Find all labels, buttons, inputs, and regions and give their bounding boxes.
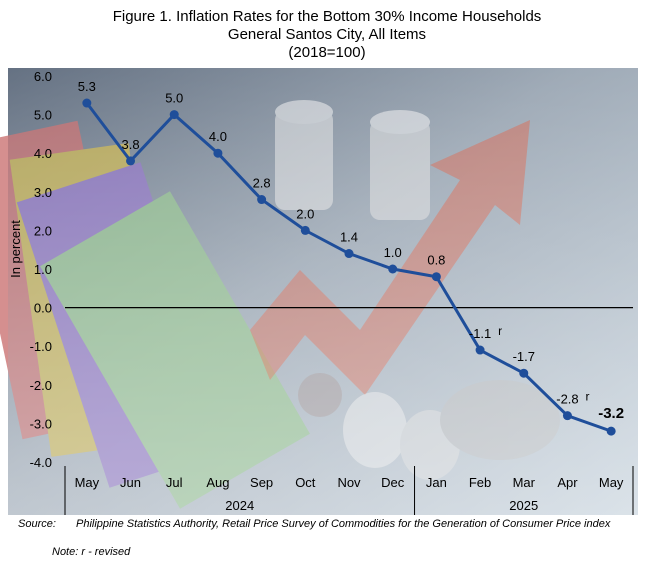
- y-tick-label: 5.0: [34, 108, 52, 123]
- data-point: [213, 148, 223, 158]
- data-point: [126, 156, 136, 166]
- data-point: [388, 264, 398, 274]
- y-tick-label: 3.0: [34, 185, 52, 200]
- x-tick-label: May: [75, 475, 100, 490]
- decorative-background-photo: [0, 68, 638, 515]
- x-tick-label: Nov: [337, 475, 361, 490]
- data-point: [257, 195, 267, 205]
- y-axis-label: In percent: [8, 220, 23, 278]
- x-tick-label: Apr: [557, 475, 578, 490]
- data-label: 4.0: [209, 129, 227, 144]
- y-tick-label: -3.0: [30, 416, 52, 431]
- source-text: Philippine Statistics Authority, Retail …: [76, 518, 611, 530]
- data-label: 1.4: [340, 230, 358, 245]
- data-label: 2.8: [253, 176, 271, 191]
- data-label: -2.8: [556, 392, 578, 407]
- data-label: 1.0: [384, 245, 402, 260]
- x-tick-label: Jul: [166, 475, 183, 490]
- chart-axes: 6.0 5.0 4.0 3.0 2.0 1.0 0.0 -1.0 -2.0 -3.0 -4.0 In …: [8, 69, 634, 515]
- x-tick-label: Jan: [426, 475, 447, 490]
- x-tick-label: May: [599, 475, 624, 490]
- plot-area: 5.3 3.8 5.0 4.0 2.8 2.0 1.4 1.0 0.8 -1.1 r -1.7 -2.8…: [78, 79, 624, 436]
- inflation-line-chart: 6.0 5.0 4.0 3.0 2.0 1.0 0.0 -1.0 -2.0 -3.0 -4.0 In …: [0, 68, 638, 515]
- data-label: 2.0: [296, 206, 314, 221]
- data-label: 5.0: [165, 91, 183, 106]
- y-tick-label: -2.0: [30, 378, 52, 393]
- data-label: 3.8: [121, 137, 139, 152]
- chart-title-line-2: General Santos City, All Items: [227, 26, 427, 43]
- y-tick-label: 0.0: [34, 301, 52, 316]
- data-point: [431, 272, 441, 282]
- data-label: 5.3: [78, 79, 96, 94]
- x-tick-label: Dec: [381, 475, 405, 490]
- x-tick-label: Sep: [250, 475, 273, 490]
- data-label: -1.7: [513, 349, 535, 364]
- x-tick-label: Jun: [120, 475, 141, 490]
- y-tick-label: 2.0: [34, 223, 52, 238]
- year-group-label: 2025: [509, 498, 538, 513]
- data-point: [169, 110, 179, 120]
- data-point: [475, 345, 485, 355]
- y-tick-label: 4.0: [34, 146, 52, 161]
- year-group-label: 2024: [225, 498, 254, 513]
- source-note: Source: Philippine Statistics Authority, …: [18, 518, 638, 531]
- y-tick-label: 1.0: [34, 262, 52, 277]
- data-point: [606, 426, 616, 436]
- revised-mark: r: [498, 324, 502, 338]
- x-tick-label: Oct: [295, 475, 316, 490]
- chart-title-line-1: Figure 1. Inflation Rates for the Bottom…: [112, 8, 542, 25]
- y-tick-label: 6.0: [34, 69, 52, 84]
- source-label: Source:: [18, 518, 56, 530]
- y-tick-label: -1.0: [30, 339, 52, 354]
- chart-title-line-3: (2018=100): [288, 44, 366, 61]
- y-tick-label: -4.0: [30, 455, 52, 470]
- data-label: 0.8: [427, 253, 445, 268]
- data-point: [300, 225, 310, 235]
- revision-note: Note: r - revised: [52, 546, 131, 558]
- data-point: [562, 411, 572, 421]
- revised-mark: r: [585, 390, 589, 404]
- x-tick-label: Mar: [513, 475, 536, 490]
- data-point: [82, 98, 92, 108]
- data-point: [344, 249, 354, 259]
- data-point: [519, 368, 529, 378]
- x-tick-label: Aug: [206, 475, 229, 490]
- data-label: -1.1: [469, 326, 491, 341]
- x-tick-label: Feb: [469, 475, 491, 490]
- data-label: -3.2: [598, 405, 624, 422]
